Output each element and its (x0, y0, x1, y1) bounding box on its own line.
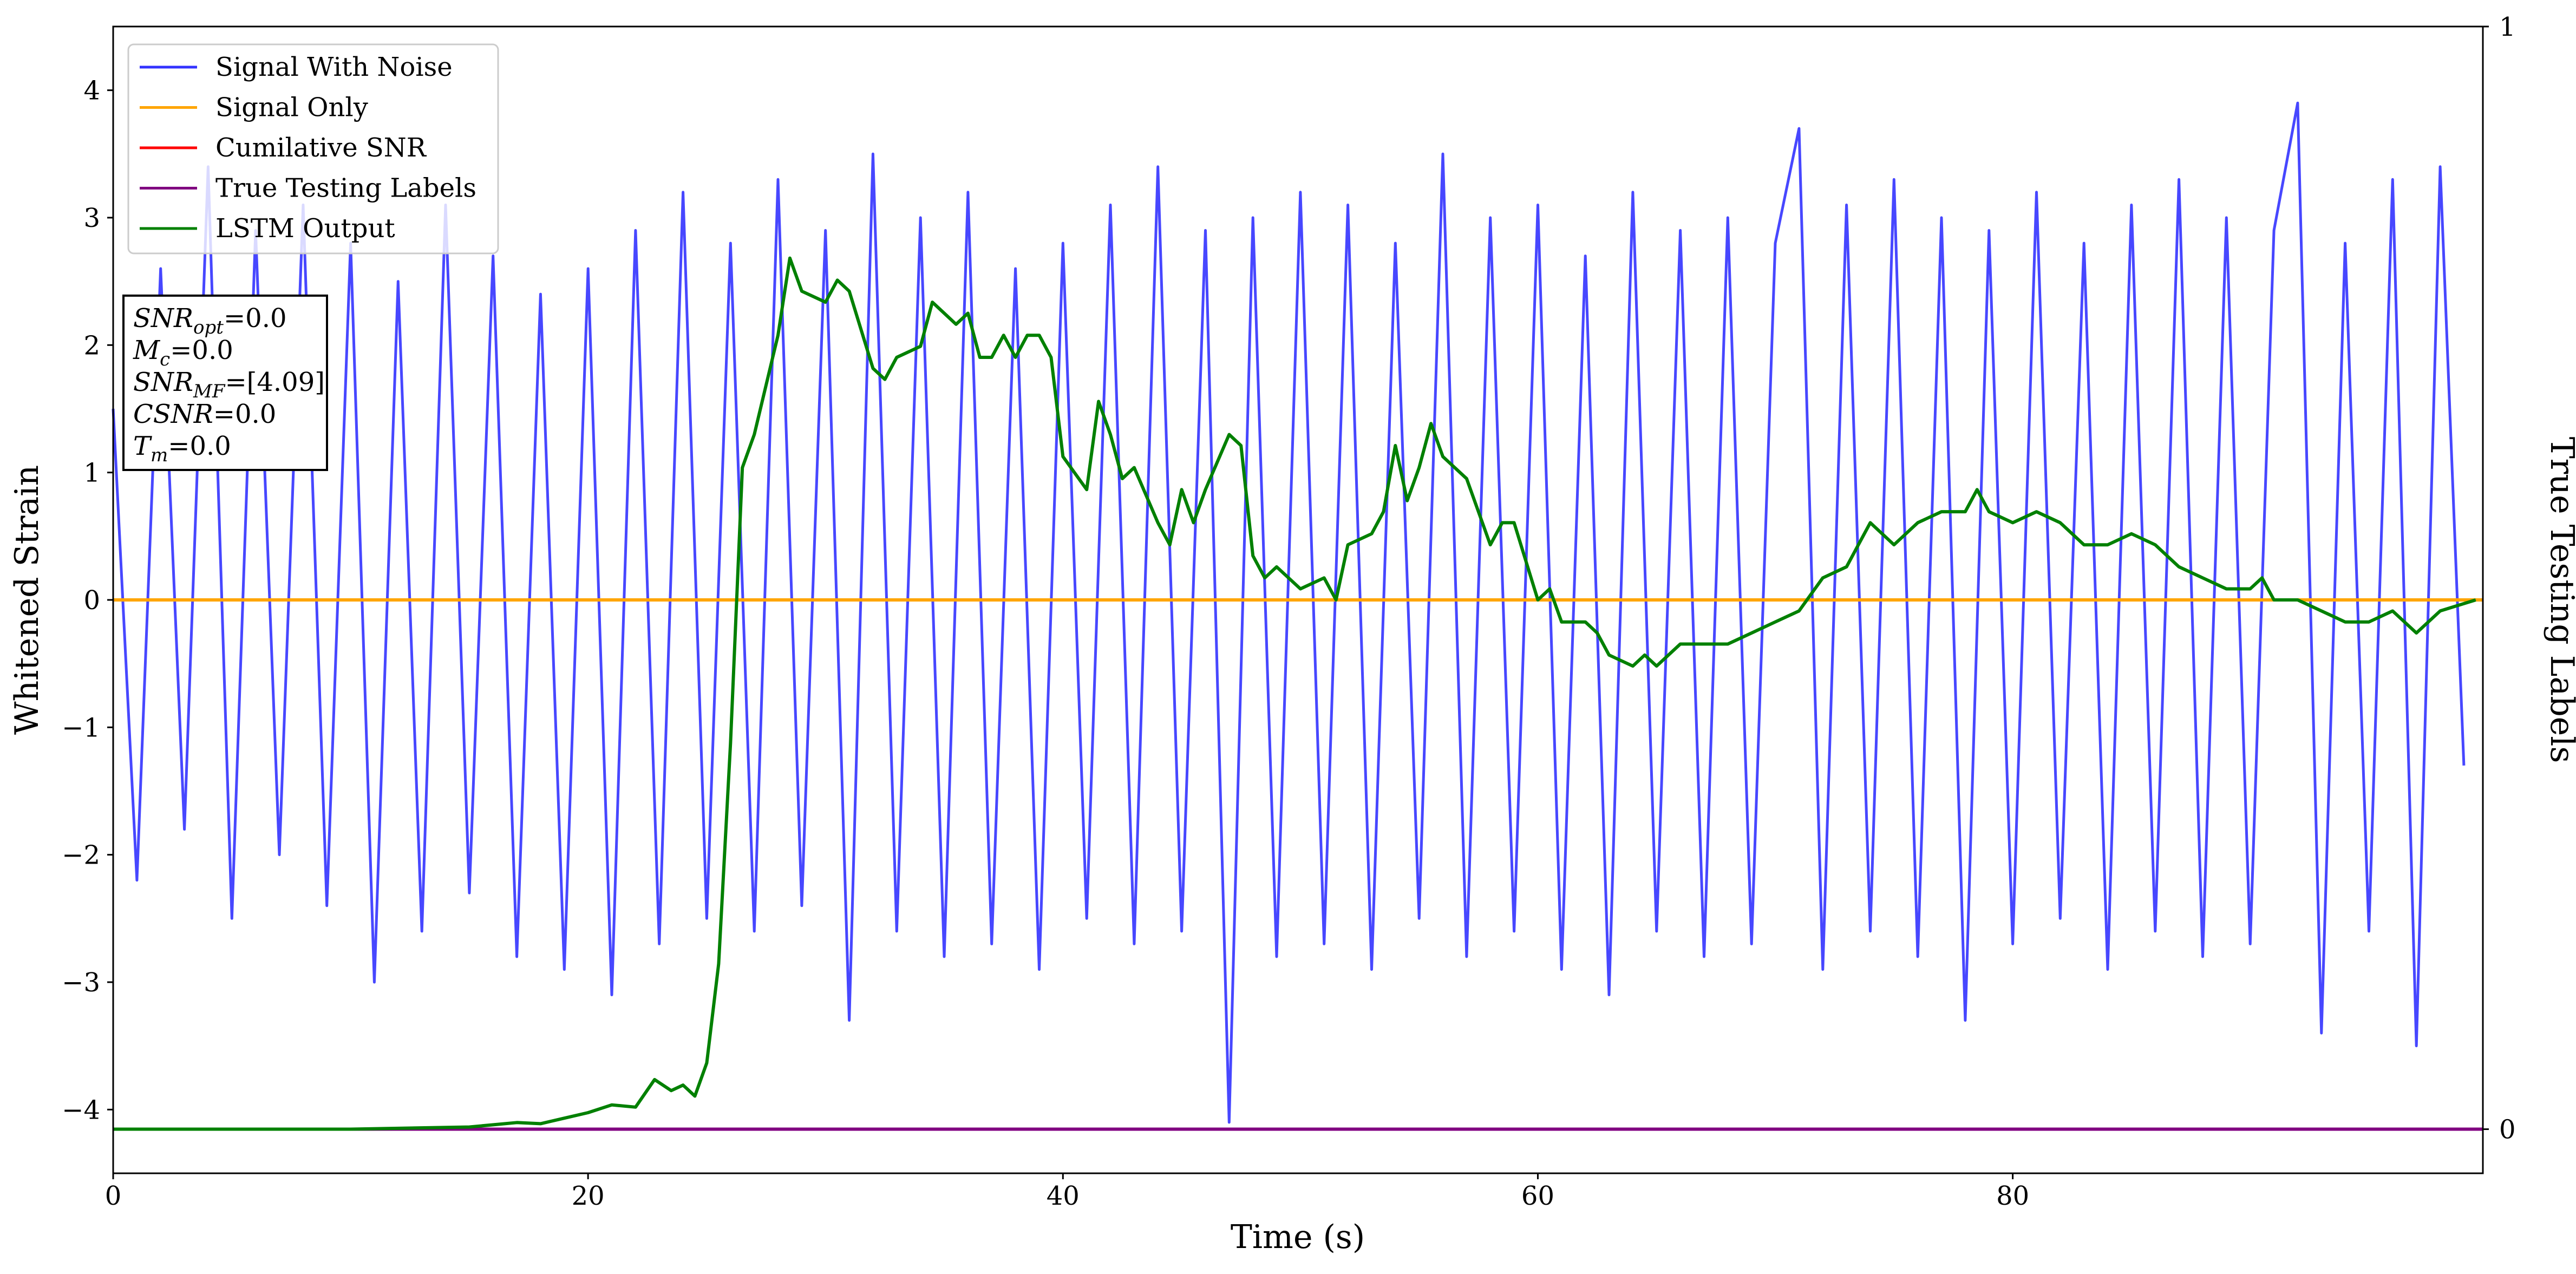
annotation-line: Tm=0.0 (133, 431, 231, 466)
y2-tick-label: 1 (2499, 12, 2516, 42)
y-tick-label: −2 (62, 840, 100, 871)
y-tick-label: 2 (83, 330, 100, 361)
y-tick-label: 1 (83, 458, 100, 488)
x-tick-label: 40 (1047, 1181, 1080, 1211)
plot-area (112, 101, 2483, 1131)
y-tick-label: −4 (62, 1095, 100, 1125)
legend: Signal With Noise Signal Only Cumilative S… (127, 43, 499, 254)
annotation-subscript: MF (193, 381, 226, 402)
annotation: SNRopt=0.0Mc=0.0SNRMF=[4.09]CSNR=0.0Tm=0… (122, 295, 328, 471)
x-axis-label: Time (s) (1231, 1218, 1365, 1256)
y-tick-label: −1 (62, 713, 100, 743)
y-axis-label: Whitened Strain (8, 465, 46, 735)
annotation-symbol: M (133, 335, 161, 365)
legend-label: Cumilative SNR (215, 133, 427, 163)
y-tick-label: 0 (83, 585, 100, 616)
y2-axis-label: True Testing Labels (2543, 437, 2576, 763)
y-tick-label: 4 (83, 76, 100, 106)
annotation-subscript: c (160, 349, 170, 370)
annotation-box (122, 295, 328, 471)
annotation-line: Mc=0.0 (133, 335, 233, 370)
annotation-line: CSNR=0.0 (133, 399, 276, 429)
legend-label: Signal Only (215, 93, 368, 123)
x-tick-label: 0 (105, 1181, 122, 1211)
annotation-symbol: CSNR (133, 399, 213, 429)
x-tick-label: 60 (1521, 1181, 1554, 1211)
legend-label: True Testing Labels (215, 173, 476, 204)
x-tick-label: 80 (1996, 1181, 2029, 1211)
annotation-symbol: T (133, 431, 152, 461)
annotation-subscript: m (151, 445, 168, 466)
series-line (113, 256, 2476, 1131)
annotation-line: SNRopt=0.0 (133, 303, 287, 338)
annotation-subscript: opt (193, 317, 224, 338)
annotation-line: SNRMF=[4.09] (133, 367, 325, 402)
legend-box (127, 43, 499, 254)
annotation-value: =0.0 (224, 303, 287, 334)
x-tick-label: 20 (572, 1181, 605, 1211)
legend-label: LSTM Output (215, 213, 395, 244)
annotation-value: =0.0 (168, 431, 231, 461)
annotation-value: =0.0 (213, 399, 277, 429)
y-tick-label: 3 (83, 203, 100, 233)
y-tick-label: −3 (62, 968, 100, 998)
y2-tick-label: 0 (2499, 1115, 2516, 1145)
series-line (112, 101, 2466, 1124)
annotation-symbol: SNR (133, 367, 193, 397)
legend-label: Signal With Noise (215, 52, 453, 82)
annotation-symbol: SNR (133, 303, 193, 334)
annotation-value: =0.0 (170, 335, 233, 365)
annotation-value: =[4.09] (225, 367, 325, 397)
